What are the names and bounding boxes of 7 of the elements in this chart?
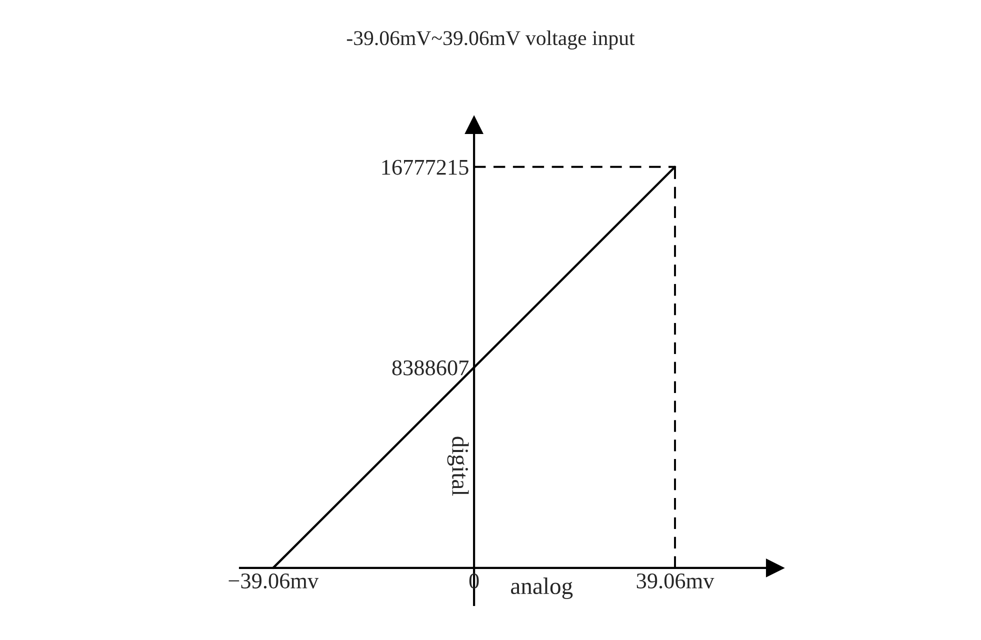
y-tick-label: 8388607	[392, 360, 469, 376]
x-tick-label: −39.06mv	[228, 573, 319, 589]
x-tick-label: 39.06mv	[636, 573, 714, 589]
x-axis-title: analog	[511, 578, 573, 600]
chart-title: -39.06mV~39.06mV voltage input	[346, 30, 635, 50]
y-tick-label: 16777215	[382, 160, 468, 175]
y-axis-title: digital	[447, 436, 469, 496]
